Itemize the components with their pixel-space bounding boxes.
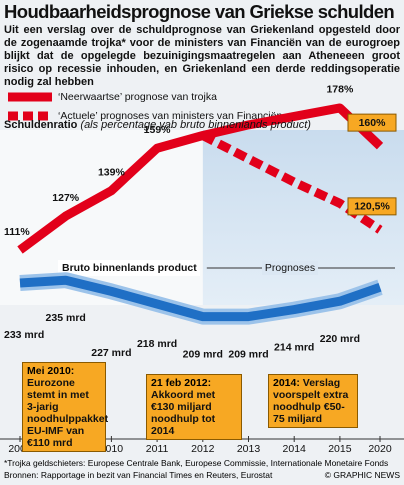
legend-label: ‘Neerwaartse’ prognose van trojka [58,91,217,103]
footnote: *Trojka geldschieters: Europese Centrale… [4,458,389,468]
forecast-band [202,130,404,305]
annotation-date: 2014: [273,377,300,389]
data-label: 209 mrd [183,348,223,360]
data-label: 111% [4,226,30,238]
band-label: Prognoses [265,262,315,274]
gdp-line [19,275,382,322]
data-label: 209 mrd [228,348,268,360]
gdp-series-label: Bruto binnenlands product [62,262,197,274]
data-label: 139% [98,166,126,178]
data-label: 233 mrd [4,329,44,341]
band-label-bg [262,261,318,275]
annotation: 21 feb 2012: Akkoord met €130 miljard no… [146,374,242,440]
x-tick-label: 2015 [328,443,352,455]
annotation-date: 21 feb 2012: [151,377,212,389]
data-label: 220 mrd [320,333,360,345]
legend-label: ‘Actuele’ prognoses van ministers van Fi… [58,110,282,122]
x-tick-label: 2014 [283,443,307,455]
x-tick-label: 2020 [368,443,392,455]
data-label: 120,5% [354,201,390,213]
annotation-text: Akkoord met €130 miljard noodhulp tot 20… [151,389,216,437]
data-label: 127% [52,192,80,204]
gdp-label-bg [58,260,200,276]
footnote: Bronnen: Rapportage in bezit van Financi… [4,470,273,480]
data-label: 178% [326,84,354,96]
annotation-date: Mei 2010: [27,365,75,377]
x-tick-label: 2012 [191,443,215,455]
data-label: 218 mrd [137,338,177,350]
annotation-text: Eurozone stemt in met 3-jarig noodhulppa… [27,377,109,449]
annotation-text: Verslag voorspelt extra noodhulp €50-75 … [273,377,349,425]
data-label: 160% [359,117,387,129]
data-label: 159% [144,124,172,136]
axis-heading: Schuldenratio (als percentage vab bruto … [4,119,311,131]
data-label-box [347,197,397,216]
data-label: 235 mrd [46,312,86,324]
subtitle: Uit een verslag over de schuldprognose v… [4,24,400,88]
axis-title: Schuldenratio [4,119,78,131]
data-label-box [347,113,397,132]
annotation: 2014: Verslag voorspelt extra noodhulp €… [268,374,358,428]
annotation: Mei 2010: Eurozone stemt in met 3-jarig … [22,362,109,452]
credit: © GRAPHIC NEWS [324,470,400,480]
x-tick-label: 2013 [237,443,261,455]
title: Houdbaarheidsprognose van Griekse schuld… [4,1,395,22]
data-label: 214 mrd [274,341,314,353]
x-tick-label: 2011 [146,443,169,455]
axis-subtitle: (als percentage vab bruto binnenlands pr… [80,119,311,131]
data-label: 227 mrd [91,347,131,359]
